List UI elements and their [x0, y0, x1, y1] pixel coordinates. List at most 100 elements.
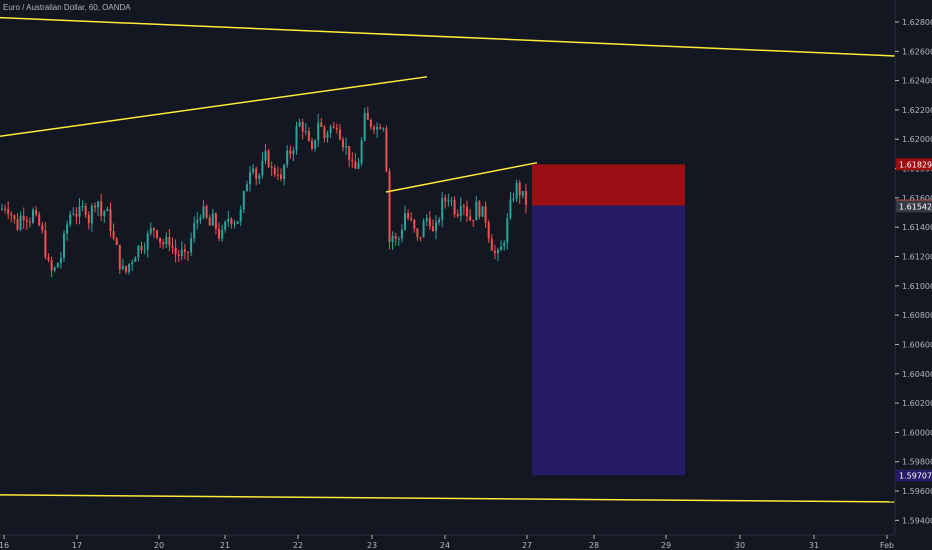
candle-down	[115, 238, 118, 245]
ytick-label: 1.62200	[902, 106, 932, 115]
candle-down	[230, 218, 233, 225]
trendline	[385, 161, 538, 193]
candle-up	[425, 218, 428, 222]
candle-up	[224, 221, 227, 230]
candle-down	[187, 252, 189, 254]
candle-down	[109, 209, 112, 232]
candle-up	[233, 223, 236, 225]
candle-up	[376, 126, 379, 130]
candle-down	[41, 225, 44, 231]
candle-down	[493, 250, 496, 254]
candle-up	[304, 131, 307, 133]
candle-down	[7, 209, 10, 214]
candle-up	[78, 206, 81, 217]
candle-down	[453, 200, 456, 215]
price-label-box	[896, 200, 932, 213]
candle-up	[81, 205, 84, 207]
candle-up	[345, 146, 348, 148]
ytick-label: 1.59800	[902, 458, 932, 467]
candle-down	[462, 205, 465, 207]
candle-down	[410, 218, 413, 220]
candle-up	[149, 228, 152, 234]
candle-up	[199, 217, 202, 220]
candle-up	[227, 218, 230, 222]
candle-down	[348, 146, 351, 160]
position-zones	[532, 164, 685, 476]
candle-up	[283, 164, 286, 179]
xtick-label: 31	[809, 541, 819, 550]
candle-down	[156, 230, 158, 238]
candle-down	[323, 126, 326, 139]
candle-up	[295, 126, 298, 151]
candle-up	[397, 238, 400, 240]
candle-up	[221, 229, 224, 239]
xtick-label: 20	[154, 541, 164, 550]
candle-up	[143, 249, 146, 251]
candle-down	[16, 219, 19, 230]
price-label-text: 1.61542	[899, 202, 932, 211]
candle-up	[69, 214, 72, 225]
price-axis[interactable]: 1.62800 1.62600 1.62400 1.62200 1.62000 1.618…	[894, 0, 932, 535]
candles	[1, 106, 527, 278]
candle-up	[180, 249, 183, 256]
candle-down	[338, 129, 341, 140]
candle-up	[435, 222, 437, 232]
candle-down	[466, 206, 468, 217]
stop-loss-zone	[532, 164, 685, 206]
chart-title: Euro / Australian Dollar, 60, OANDA	[3, 3, 131, 12]
candle-up	[317, 122, 320, 140]
candle-down	[487, 222, 490, 239]
ytick-label: 1.61600	[902, 194, 932, 203]
time-axis[interactable]: 16 17 20 21 22 23 24 27 28 29 30 31 Feb	[0, 534, 895, 550]
ytick-label: 1.62800	[902, 18, 932, 27]
candle-up	[292, 150, 295, 154]
candle-up	[521, 190, 524, 196]
candle-down	[379, 126, 382, 129]
candle-down	[112, 231, 115, 239]
candle-up	[165, 236, 168, 245]
candle-down	[369, 119, 372, 127]
candle-up	[363, 112, 366, 141]
candle-down	[413, 219, 416, 229]
candle-up	[193, 223, 196, 239]
candle-up	[258, 175, 261, 179]
candle-down	[94, 205, 96, 208]
candle-up	[239, 209, 242, 222]
candle-up	[66, 224, 69, 234]
candle-down	[332, 126, 335, 128]
candle-up	[121, 266, 124, 270]
candle-down	[301, 122, 304, 132]
candle-down	[183, 249, 186, 253]
ytick-label: 1.62000	[902, 135, 932, 144]
candle-up	[252, 168, 255, 173]
candle-up	[72, 213, 75, 215]
candle-down	[524, 190, 527, 205]
candle-down	[419, 237, 422, 239]
candle-up	[400, 229, 403, 239]
candle-down	[431, 226, 434, 232]
candle-down	[456, 214, 459, 216]
candle-up	[53, 267, 56, 271]
candle-up	[242, 191, 245, 210]
candle-up	[360, 140, 363, 164]
ytick-label: 1.60400	[902, 370, 932, 379]
ytick-label: 1.62600	[902, 47, 932, 56]
take-profit-zone	[532, 205, 685, 476]
price-label-text: 1.61829	[899, 160, 932, 169]
candle-down	[267, 150, 270, 167]
candle-down	[75, 213, 78, 217]
candle-down	[208, 217, 211, 226]
xtick-label: 16	[0, 541, 9, 550]
candle-down	[255, 168, 258, 179]
candle-up	[506, 218, 509, 243]
candle-down	[484, 206, 487, 223]
xtick-label: 29	[661, 541, 671, 550]
candle-up	[32, 210, 34, 223]
candle-down	[354, 161, 357, 169]
price-label-box	[896, 469, 932, 482]
candle-down	[168, 236, 171, 246]
candle-down	[320, 122, 323, 127]
candle-up	[245, 184, 248, 192]
candle-down	[159, 237, 162, 243]
